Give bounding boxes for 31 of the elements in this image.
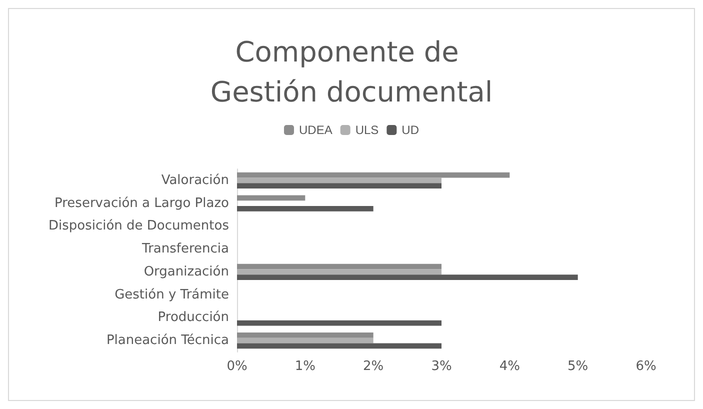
- bar: [237, 183, 442, 188]
- bar: [237, 338, 374, 344]
- bar: [237, 343, 442, 349]
- x-tick-label: 2%: [363, 359, 384, 374]
- x-tick-label: 1%: [294, 359, 316, 374]
- bar: [237, 195, 306, 201]
- bar: [237, 320, 442, 326]
- bar: [237, 264, 442, 270]
- x-tick-label: 0%: [226, 359, 248, 374]
- bar: [237, 172, 510, 178]
- bar: [237, 274, 578, 280]
- x-tick-label: 5%: [568, 359, 588, 374]
- legend-label: ULS: [355, 123, 379, 137]
- legend-label: UD: [402, 123, 420, 137]
- x-tick-label: 3%: [431, 359, 452, 374]
- y-tick-label: Preservación a Largo Plazo: [54, 196, 230, 211]
- bar: [237, 332, 374, 338]
- y-tick-label: Valoración: [161, 172, 229, 188]
- y-tick-label: Organización: [144, 264, 229, 280]
- y-tick-label: Planeación Técnica: [106, 333, 229, 348]
- x-tick-label: 6%: [636, 359, 656, 374]
- bar: [237, 269, 442, 275]
- x-tick-label: 4%: [499, 359, 520, 374]
- bar: [237, 178, 442, 184]
- bar: [237, 206, 374, 212]
- y-tick-label: Gestión y Trámite: [114, 287, 229, 302]
- chart-title: Componente de Gestión documental: [210, 36, 493, 108]
- y-tick-label: Transferencia: [141, 242, 229, 257]
- legend-label: UDEA: [298, 123, 332, 137]
- y-tick-label: Producción: [158, 310, 229, 326]
- y-tick-label: Disposición de Documentos: [48, 218, 230, 234]
